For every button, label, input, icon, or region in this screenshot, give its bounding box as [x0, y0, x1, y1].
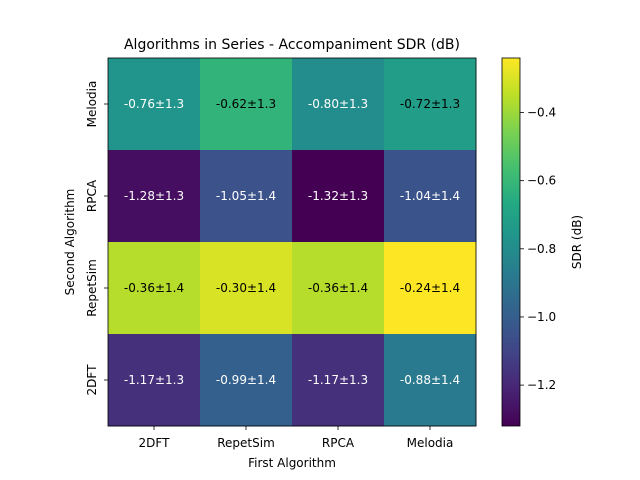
cell-value-label: -1.17±1.3 — [308, 373, 368, 387]
colorbar — [501, 57, 521, 427]
heatmap-cell-labels: -0.76±1.3 -0.62±1.3 -0.80±1.3 -0.72±1.3 -1.2… — [124, 97, 460, 387]
heatmap-frame — [107, 57, 477, 427]
cell-value-label: -1.28±1.3 — [124, 189, 184, 203]
heatmap-cell — [108, 242, 201, 335]
x-tick-label: Melodia — [407, 436, 454, 450]
colorbar-tick-label: −0.4 — [527, 106, 556, 120]
cell-value-label: -0.80±1.3 — [308, 97, 368, 111]
heatmap-cell — [108, 150, 201, 243]
heatmap-cell — [292, 334, 385, 427]
y-tick-label: 2DFT — [85, 364, 99, 396]
heatmap-cell — [384, 150, 477, 243]
cell-value-label: -1.17±1.3 — [124, 373, 184, 387]
heatmap-cell — [108, 334, 201, 427]
heatmap-cell — [292, 58, 385, 151]
heatmap-cell — [292, 150, 385, 243]
cell-value-label: -0.30±1.4 — [216, 281, 276, 295]
cell-value-label: -0.24±1.4 — [400, 281, 460, 295]
heatmap-cell — [200, 58, 293, 151]
cell-value-label: -0.88±1.4 — [400, 373, 460, 387]
chart-title: Algorithms in Series - Accompaniment SDR… — [124, 37, 460, 53]
colorbar-label: SDR (dB) — [570, 215, 584, 269]
cell-value-label: -0.72±1.3 — [400, 97, 460, 111]
heatmap-cell — [200, 334, 293, 427]
cell-value-label: -0.99±1.4 — [216, 373, 276, 387]
y-tick-label: RPCA — [85, 179, 99, 212]
x-tick-label: 2DFT — [139, 436, 171, 450]
cell-value-label: -0.36±1.4 — [124, 281, 184, 295]
heatmap-cells — [108, 58, 477, 427]
heatmap-cell — [384, 58, 477, 151]
cell-value-label: -1.32±1.3 — [308, 189, 368, 203]
y-tick-label: Melodia — [85, 81, 99, 128]
colorbar-tick-label: −0.6 — [527, 174, 556, 188]
heatmap-cell — [200, 242, 293, 335]
cell-value-label: -0.36±1.4 — [308, 281, 368, 295]
cell-value-label: -0.62±1.3 — [216, 97, 276, 111]
heatmap-cell — [292, 242, 385, 335]
cell-value-label: -1.04±1.4 — [400, 189, 460, 203]
colorbar-tick-label: −0.8 — [527, 242, 556, 256]
y-axis-ticks: Melodia RPCA RepetSim 2DFT — [85, 81, 108, 396]
cell-value-label: -0.76±1.3 — [124, 97, 184, 111]
heatmap-cell — [384, 334, 477, 427]
colorbar-ticks: −1.2 −1.0 −0.8 −0.6 −0.4 — [520, 106, 556, 392]
colorbar-tick-label: −1.0 — [527, 310, 556, 324]
y-axis-label: Second Algorithm — [63, 189, 77, 296]
colorbar-tick-label: −1.2 — [527, 378, 556, 392]
heatmap-cell — [200, 150, 293, 243]
heatmap-cell — [108, 58, 201, 151]
cell-value-label: -1.05±1.4 — [216, 189, 276, 203]
y-tick-label: RepetSim — [85, 259, 99, 317]
x-tick-label: RPCA — [322, 436, 355, 450]
x-axis-label: First Algorithm — [248, 456, 336, 470]
heatmap-cell — [384, 242, 477, 335]
x-axis-ticks: 2DFT RepetSim RPCA Melodia — [139, 426, 454, 450]
x-tick-label: RepetSim — [217, 436, 275, 450]
